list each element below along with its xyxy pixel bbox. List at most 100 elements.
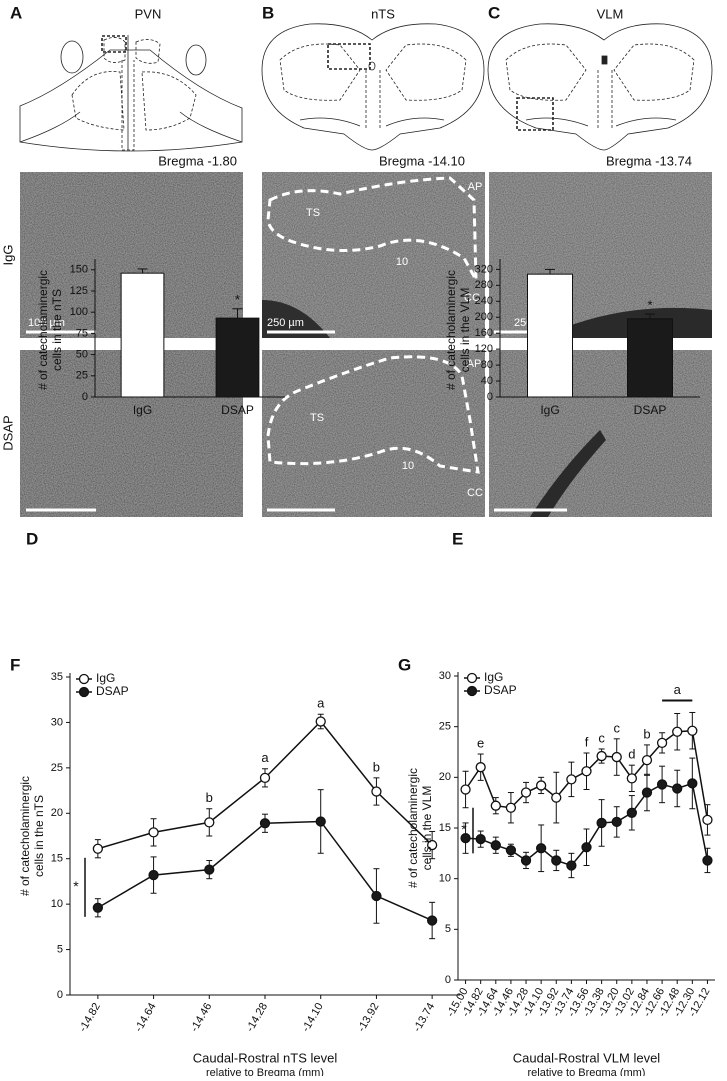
y-axis-label: # of catecholaminergic <box>444 270 458 390</box>
x-axis-label: relative to Bregma (mm) <box>528 1067 646 1076</box>
marker <box>148 869 159 881</box>
atlas-title: VLM <box>597 6 624 21</box>
legend-marker <box>466 685 478 697</box>
legend-marker <box>78 686 90 698</box>
marker <box>315 716 326 727</box>
scale-label: 100 µm <box>28 317 65 329</box>
marker <box>656 737 668 749</box>
marker <box>641 787 653 798</box>
marker <box>520 855 532 866</box>
atlas-title: PVN <box>135 6 162 21</box>
marker <box>475 762 486 773</box>
marker <box>535 843 547 854</box>
marker <box>596 817 607 829</box>
marker <box>505 845 517 856</box>
marker <box>92 843 104 854</box>
y-tick-label: 80 <box>481 359 493 371</box>
nts-outline <box>266 355 480 474</box>
annotation: * <box>235 292 240 307</box>
annotation: f <box>585 734 589 749</box>
bregma-label: Bregma -1.80 <box>158 153 237 168</box>
annotation: c <box>598 730 605 745</box>
dark-region <box>530 430 606 517</box>
marker <box>520 787 532 798</box>
atlas-nts <box>261 23 485 151</box>
y-tick-label: 0 <box>57 989 63 1001</box>
y-axis-label: # of catecholaminergic <box>18 776 32 896</box>
x-tick-label: -14.28 <box>244 1001 270 1034</box>
x-tick-label: -14.64 <box>133 1001 159 1034</box>
marker <box>371 786 382 797</box>
annotation: * <box>647 297 652 312</box>
y-tick-label: 120 <box>475 343 493 355</box>
x-tick-label: DSAP <box>634 403 667 417</box>
y-axis-label: cells in the nTS <box>50 289 64 371</box>
panel-label: F <box>10 655 20 674</box>
x-axis-label: Caudal-Rostral nTS level <box>193 1050 338 1065</box>
panel-label: B <box>262 3 274 22</box>
marker <box>611 816 622 828</box>
y-tick-label: 5 <box>445 923 451 935</box>
marker <box>596 750 607 762</box>
marker <box>315 816 326 827</box>
atlas-pvn <box>19 35 243 152</box>
marker <box>611 751 622 763</box>
marker <box>551 792 562 803</box>
y-tick-label: 240 <box>475 295 493 307</box>
marker <box>475 833 486 845</box>
y-tick-label: 10 <box>439 873 451 885</box>
marker <box>204 864 215 875</box>
marker <box>581 842 592 853</box>
panel-label: G <box>398 655 411 674</box>
annotation: b <box>643 726 650 741</box>
marker <box>551 855 562 866</box>
panel-label: E <box>452 529 463 548</box>
x-tick-label: IgG <box>540 403 559 417</box>
marker <box>505 802 517 813</box>
region-label: TS <box>306 207 320 219</box>
y-tick-label: 100 <box>70 306 88 318</box>
x-tick-label: IgG <box>133 403 152 417</box>
y-tick-label: 15 <box>51 853 63 865</box>
marker <box>626 807 638 818</box>
region-label: AP <box>468 181 483 193</box>
dark-region <box>262 300 330 338</box>
marker <box>566 774 577 785</box>
y-tick-label: 150 <box>70 264 88 276</box>
y-tick-label: 30 <box>51 716 63 728</box>
significance: * <box>461 821 467 837</box>
annotation: a <box>261 750 269 765</box>
annotation: c <box>613 720 620 735</box>
x-tick-label: -14.82 <box>77 1001 103 1034</box>
y-tick-label: 35 <box>51 671 63 683</box>
y-axis-label: cells in the VLM <box>458 288 472 373</box>
row-label: IgG <box>0 245 15 266</box>
marker <box>371 890 382 902</box>
y-tick-label: 15 <box>439 822 451 834</box>
marker <box>535 780 547 791</box>
marker <box>460 832 471 844</box>
y-axis-label: cells in the VLM <box>420 786 434 871</box>
marker <box>702 814 713 826</box>
y-tick-label: 0 <box>445 974 451 986</box>
y-tick-label: 20 <box>439 771 451 783</box>
y-tick-label: 25 <box>439 721 451 733</box>
legend-label: IgG <box>484 670 503 684</box>
x-tick-label: -13.92 <box>356 1001 382 1034</box>
x-tick-label: DSAP <box>221 403 254 417</box>
x-axis-label: relative to Bregma (mm) <box>206 1067 324 1076</box>
marker <box>490 840 501 851</box>
atlas-vlm <box>487 23 713 151</box>
y-tick-label: 25 <box>51 762 63 774</box>
marker <box>92 902 104 913</box>
annotation: b <box>373 759 380 774</box>
x-tick-label: -14.10 <box>300 1001 326 1034</box>
marker <box>426 915 438 926</box>
annotation: b <box>206 790 213 805</box>
marker <box>426 839 438 851</box>
y-tick-label: 160 <box>475 327 493 339</box>
y-tick-label: 75 <box>76 327 88 339</box>
bregma-label: Bregma -14.10 <box>379 153 465 168</box>
annotation: e <box>477 735 484 750</box>
